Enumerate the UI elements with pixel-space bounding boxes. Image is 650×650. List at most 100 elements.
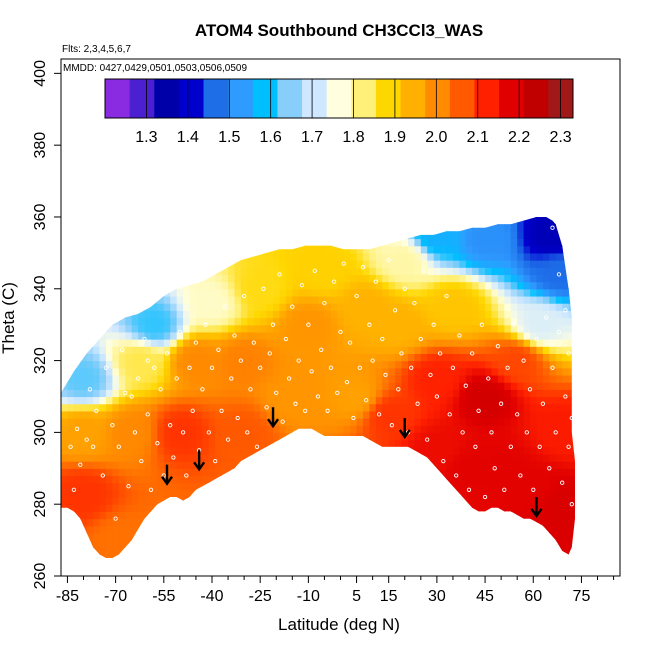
field-cell: [568, 497, 575, 505]
field-cell: [240, 331, 248, 340]
field-cell: [562, 497, 570, 505]
field-cell: [497, 489, 505, 498]
field-cell: [176, 324, 184, 333]
field-cell: [337, 547, 345, 556]
field-cell: [530, 281, 538, 290]
field-cell: [298, 489, 306, 498]
field-cell: [337, 374, 345, 383]
sample-point: [293, 401, 298, 406]
field-cell: [86, 461, 94, 469]
field-cell: [105, 389, 114, 398]
field-cell: [478, 425, 486, 433]
field-cell: [575, 411, 582, 419]
field-cell: [369, 217, 377, 225]
field-cell: [170, 295, 178, 304]
field-cell: [189, 396, 197, 405]
field-cell: [285, 403, 293, 412]
field-cell: [375, 274, 383, 283]
field-cell: [549, 432, 557, 441]
field-cell: [575, 267, 582, 275]
field-cell: [562, 360, 570, 369]
field-cell: [497, 346, 505, 354]
field-cell: [440, 396, 448, 405]
field-cell: [478, 382, 486, 390]
field-cell: [356, 482, 364, 491]
field-cell: [478, 540, 486, 548]
sample-point: [129, 394, 134, 399]
field-cell: [388, 497, 396, 505]
field-cell: [260, 425, 268, 433]
field-cell: [517, 547, 525, 556]
field-cell: [510, 295, 518, 304]
field-cell: [163, 360, 171, 369]
field-cell: [285, 346, 293, 354]
field-cell: [61, 353, 69, 362]
field-cell: [485, 562, 492, 570]
field-cell: [427, 396, 435, 405]
field-cell: [459, 324, 467, 333]
sample-point: [222, 304, 227, 309]
field-cell: [401, 547, 409, 556]
colorbar-swatch: [178, 79, 205, 118]
field-cell: [118, 374, 126, 383]
field-cell: [395, 504, 403, 512]
field-cell: [433, 245, 441, 254]
field-cell: [298, 439, 306, 448]
field-cell: [298, 367, 306, 376]
field-cell: [183, 374, 191, 383]
field-cell: [253, 360, 261, 369]
field-cell: [517, 310, 525, 319]
field-cell: [362, 504, 371, 512]
field-cell: [497, 518, 505, 527]
field-cell: [362, 403, 371, 412]
field-cell: [215, 446, 223, 455]
field-cell: [138, 367, 146, 376]
field-cell: [99, 425, 107, 433]
sample-point: [460, 430, 465, 435]
field-cell: [279, 288, 287, 297]
field-cell: [427, 252, 435, 261]
field-cell: [61, 238, 69, 247]
field-cell: [465, 360, 473, 369]
field-cell: [356, 217, 364, 218]
field-cell: [433, 231, 441, 240]
field-cell: [530, 562, 537, 570]
sample-point: [569, 415, 574, 421]
field-cell: [80, 382, 88, 390]
field-cell: [562, 339, 570, 347]
field-cell: [183, 475, 191, 484]
field-cell: [472, 267, 480, 276]
field-cell: [305, 389, 313, 398]
field-cell: [504, 217, 512, 218]
field-cell: [523, 497, 531, 505]
field-cell: [228, 403, 236, 412]
field-cell: [491, 374, 499, 383]
field-cell: [138, 446, 146, 455]
field-cell: [73, 231, 81, 240]
field-cell: [234, 346, 242, 354]
field-cell: [93, 274, 101, 283]
field-cell: [452, 475, 460, 484]
field-cell: [311, 396, 319, 405]
field-cell: [427, 382, 435, 390]
field-cell: [376, 562, 383, 570]
field-cell: [369, 367, 377, 376]
field-cell: [67, 331, 75, 340]
field-cell: [247, 540, 255, 548]
field-cell: [375, 461, 383, 469]
field-cell: [260, 331, 268, 340]
field-cell: [202, 562, 209, 570]
field-cell: [247, 425, 255, 433]
field-cell: [356, 353, 364, 362]
field-cell: [446, 446, 454, 455]
field-cell: [491, 504, 499, 512]
field-cell: [138, 346, 146, 354]
field-cell: [440, 231, 448, 240]
field-cell: [575, 210, 582, 218]
field-cell: [176, 554, 184, 558]
sample-point: [319, 347, 324, 352]
field-cell: [478, 497, 486, 505]
field-cell: [401, 482, 409, 491]
field-cell: [491, 382, 499, 390]
field-cell: [446, 439, 454, 448]
